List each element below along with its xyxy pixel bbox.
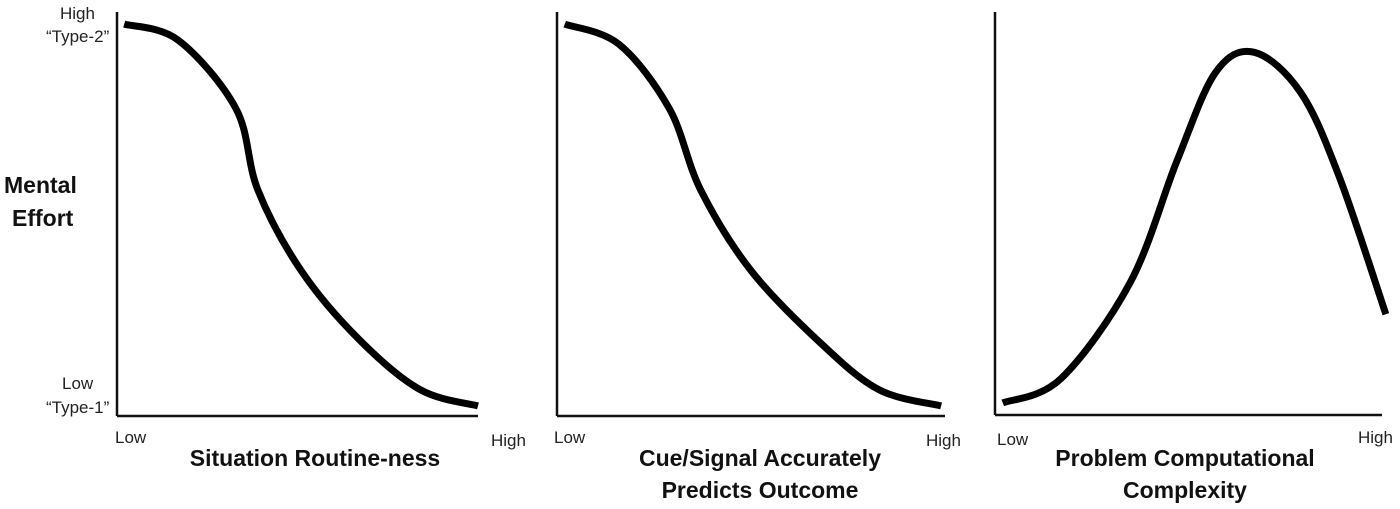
panel3-x-low: Low — [997, 430, 1029, 449]
panel3-x-axis-title-line1: Problem Computational — [1055, 445, 1315, 471]
y-low-sublabel: “Type-1” — [46, 398, 110, 417]
y-axis-label-line1: Mental — [4, 172, 77, 198]
panel1-x-low: Low — [115, 428, 147, 447]
panel2-x-high: High — [926, 431, 961, 450]
panel3-x-high: High — [1358, 428, 1393, 447]
panel2-x-axis-title-line2: Predicts Outcome — [661, 477, 859, 503]
panel2-x-axis-title-line1: Cue/Signal Accurately — [638, 445, 881, 471]
panel1-effort-curve — [123, 20, 479, 410]
panel1-x-axis-title: Situation Routine-ness — [189, 445, 441, 471]
panel3-x-axis-title-line2: Complexity — [1123, 477, 1247, 503]
panel2-effort-curve — [563, 20, 942, 410]
y-high-label: High — [60, 4, 95, 23]
y-axis-label-line2: Effort — [12, 205, 74, 231]
y-low-label: Low — [62, 374, 94, 393]
panel1-x-high: High — [491, 431, 526, 450]
panel3-effort-curve — [1001, 47, 1390, 407]
panel2-x-low: Low — [554, 428, 586, 447]
y-high-sublabel: “Type-2” — [46, 27, 110, 46]
